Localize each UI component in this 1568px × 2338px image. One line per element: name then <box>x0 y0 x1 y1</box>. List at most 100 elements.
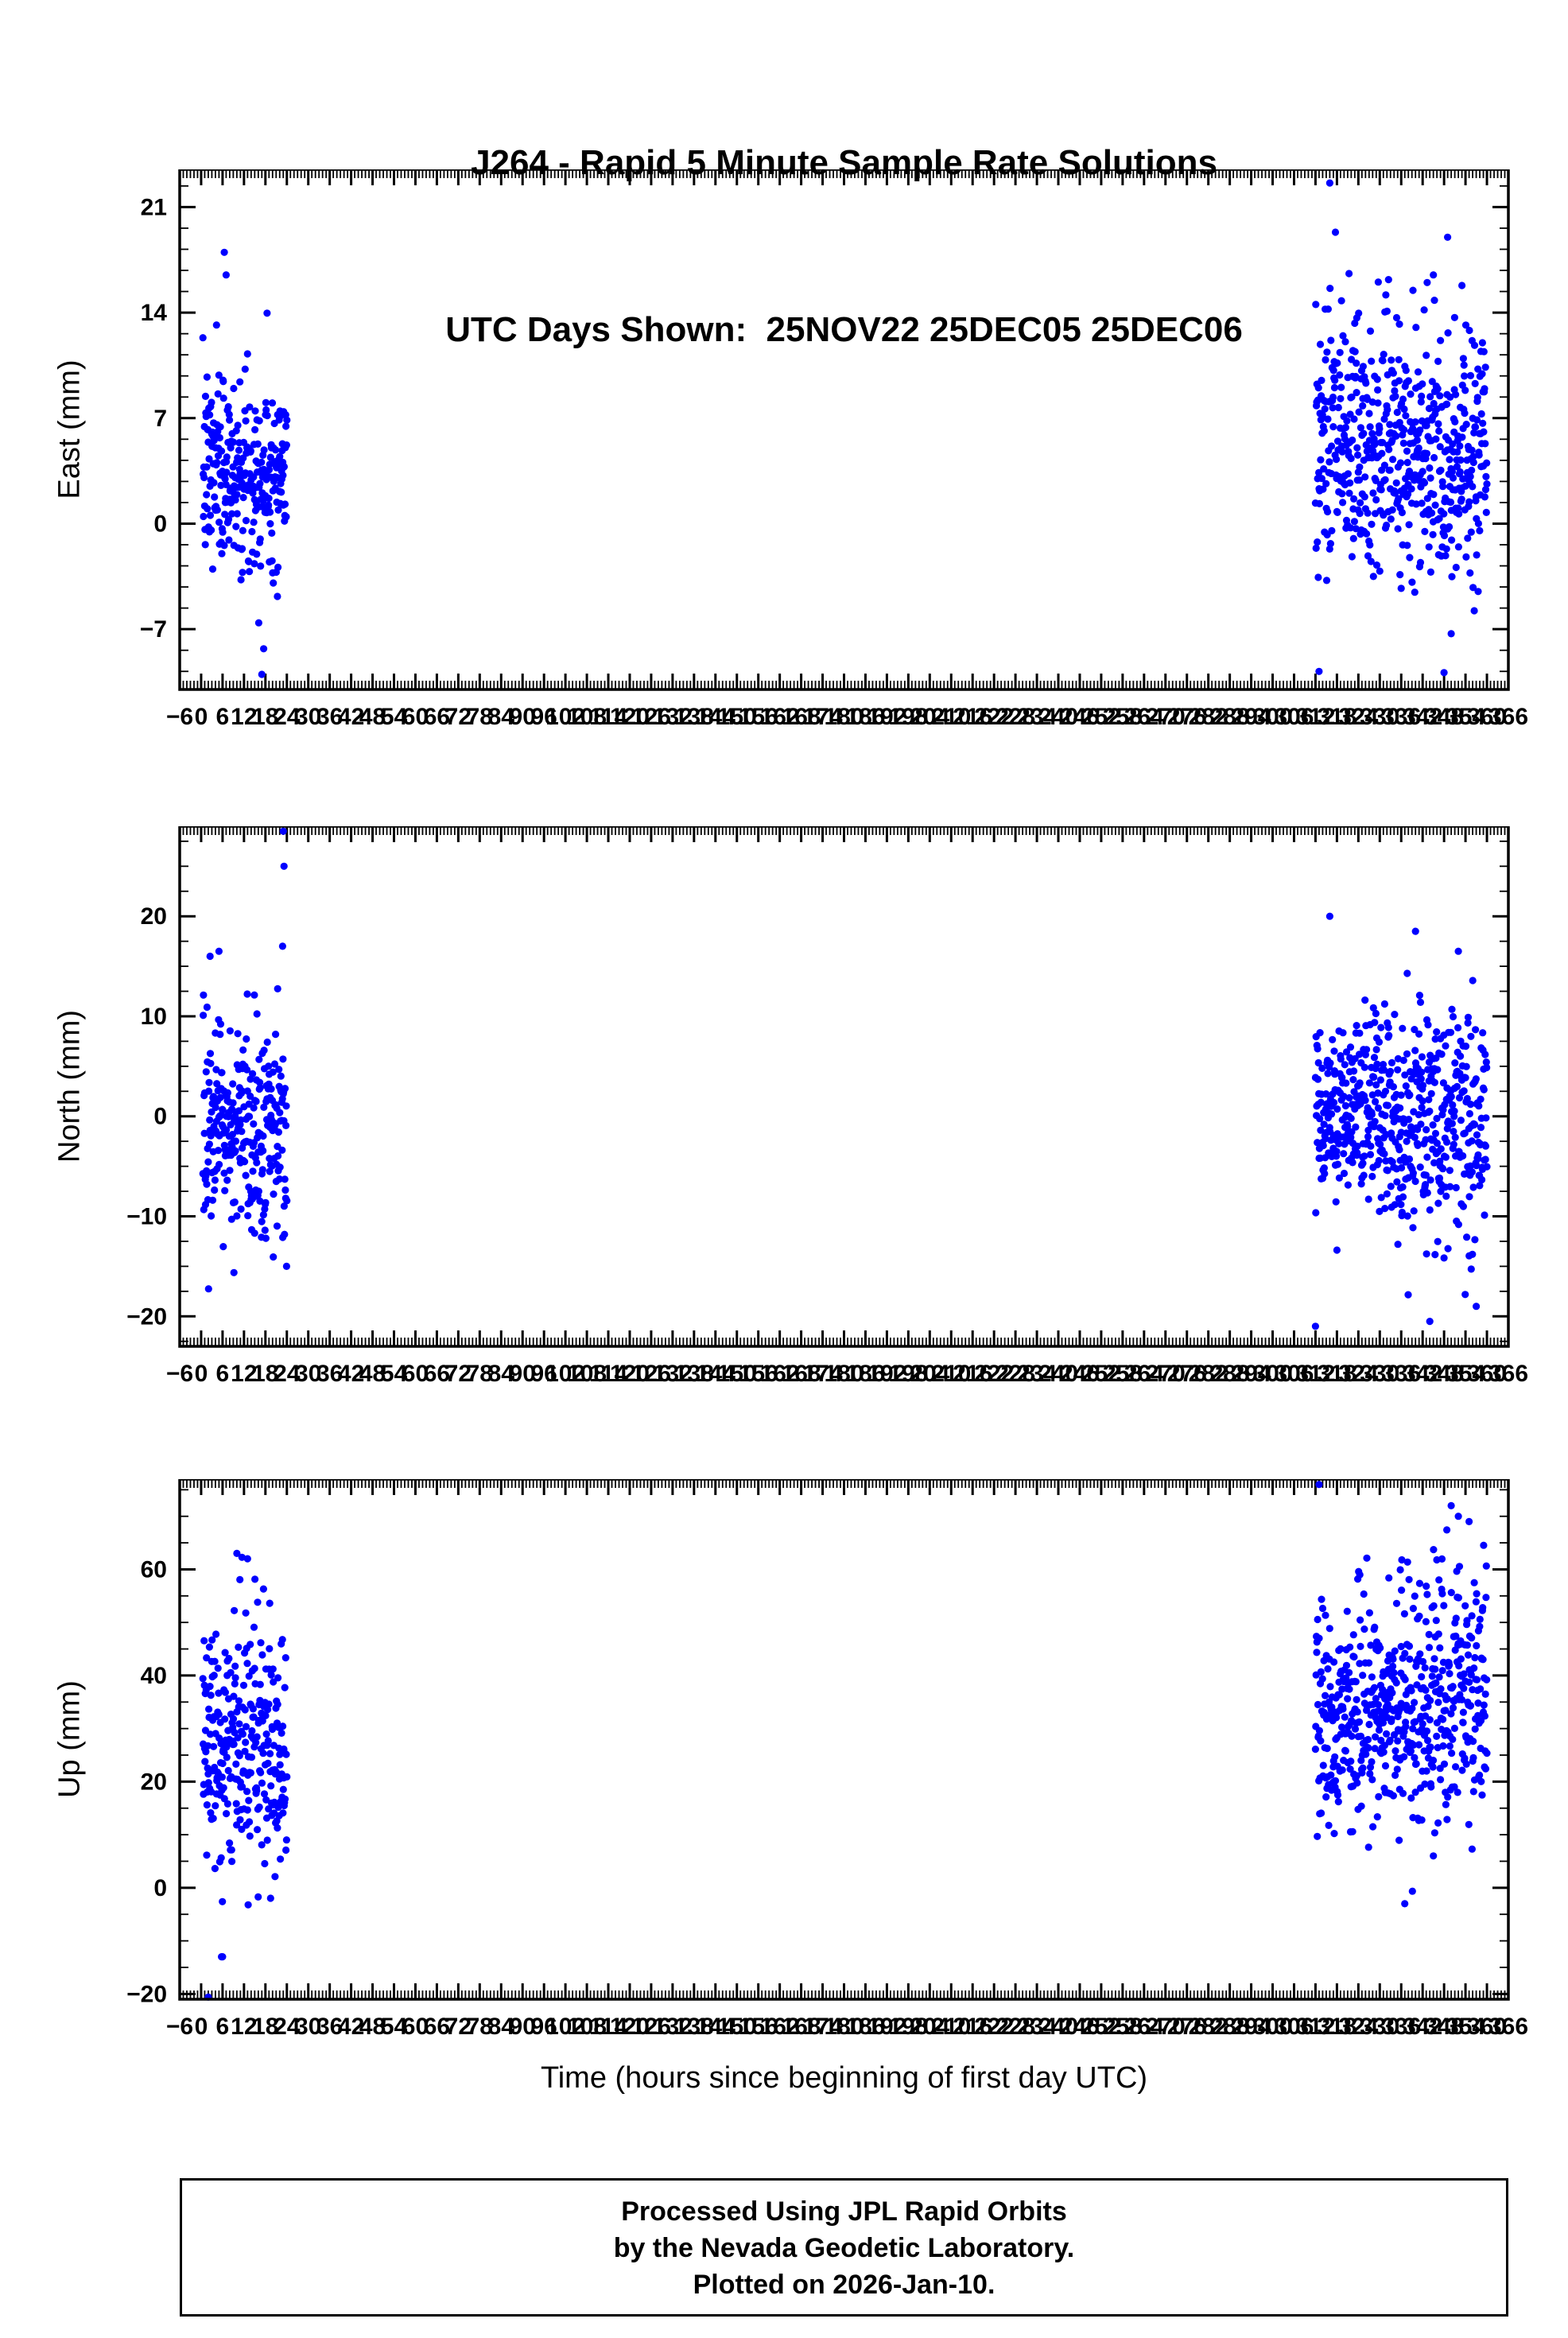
svg-text:30: 30 <box>295 1361 321 1387</box>
svg-text:216: 216 <box>953 2014 992 2040</box>
svg-text:192: 192 <box>867 1361 906 1387</box>
svg-text:138: 138 <box>674 2014 714 2040</box>
svg-text:270: 270 <box>1146 2014 1186 2040</box>
up-scatter-panel: −6 0 6 121824303642485460667278849096102108… <box>126 1479 1528 2040</box>
svg-text:366: 366 <box>1488 1361 1528 1387</box>
svg-text:108: 108 <box>567 1361 607 1387</box>
axis-ticks <box>178 169 1510 689</box>
x-axis-label: Time (hours since beginning of first day… <box>540 2061 1148 2095</box>
svg-text:30: 30 <box>295 704 321 730</box>
svg-text:228: 228 <box>996 704 1035 730</box>
svg-text:126: 126 <box>631 704 671 730</box>
svg-text:336: 336 <box>1381 2014 1421 2040</box>
svg-text:342: 342 <box>1403 2014 1442 2040</box>
svg-text:78: 78 <box>467 704 493 730</box>
svg-text:24: 24 <box>274 1361 301 1387</box>
svg-text:6: 6 <box>216 1361 230 1387</box>
svg-text:138: 138 <box>674 1361 714 1387</box>
svg-text:120: 120 <box>610 1361 650 1387</box>
svg-text:252: 252 <box>1081 704 1121 730</box>
svg-text:318: 318 <box>1317 704 1356 730</box>
svg-text:324: 324 <box>1338 1361 1378 1387</box>
svg-text:234: 234 <box>1017 1361 1057 1387</box>
svg-text:174: 174 <box>803 704 843 730</box>
svg-text:186: 186 <box>845 704 885 730</box>
footer-line1: Processed Using JPL Rapid Orbits <box>621 2196 1067 2227</box>
svg-text:294: 294 <box>1232 704 1271 730</box>
svg-text:66: 66 <box>424 1361 450 1387</box>
svg-text:336: 336 <box>1381 704 1421 730</box>
svg-text:300: 300 <box>1253 704 1293 730</box>
scatter-points <box>199 827 1491 1330</box>
svg-text:276: 276 <box>1167 1361 1207 1387</box>
svg-text:240: 240 <box>1038 1361 1078 1387</box>
svg-text:180: 180 <box>824 704 864 730</box>
svg-text:156: 156 <box>739 1361 778 1387</box>
svg-text:186: 186 <box>845 1361 885 1387</box>
svg-text:78: 78 <box>467 1361 493 1387</box>
svg-text:222: 222 <box>974 2014 1014 2040</box>
svg-text:72: 72 <box>445 1361 472 1387</box>
svg-text:102: 102 <box>545 2014 585 2040</box>
svg-text:132: 132 <box>653 704 693 730</box>
svg-text:18: 18 <box>252 1361 278 1387</box>
svg-text:324: 324 <box>1338 2014 1378 2040</box>
svg-text:78: 78 <box>467 2014 493 2040</box>
svg-text:192: 192 <box>867 704 906 730</box>
svg-text:330: 330 <box>1360 2014 1399 2040</box>
svg-text:198: 198 <box>888 1361 928 1387</box>
svg-text:282: 282 <box>1189 704 1228 730</box>
svg-text:0: 0 <box>195 704 208 730</box>
svg-text:312: 312 <box>1295 2014 1335 2040</box>
svg-text:210: 210 <box>931 1361 971 1387</box>
svg-text:66: 66 <box>424 704 450 730</box>
svg-text:354: 354 <box>1446 1361 1485 1387</box>
svg-text:312: 312 <box>1295 1361 1335 1387</box>
svg-text:330: 330 <box>1360 1361 1399 1387</box>
svg-text:54: 54 <box>381 2014 408 2040</box>
svg-text:−6: −6 <box>166 704 193 730</box>
svg-text:204: 204 <box>910 1361 949 1387</box>
svg-text:96: 96 <box>530 1361 557 1387</box>
svg-text:72: 72 <box>445 704 472 730</box>
svg-text:228: 228 <box>996 1361 1035 1387</box>
svg-text:264: 264 <box>1124 1361 1164 1387</box>
svg-text:126: 126 <box>631 2014 671 2040</box>
svg-text:144: 144 <box>696 704 735 730</box>
svg-text:252: 252 <box>1081 1361 1121 1387</box>
svg-text:0: 0 <box>153 1875 167 1901</box>
svg-text:12: 12 <box>231 2014 257 2040</box>
svg-text:14: 14 <box>141 300 168 326</box>
svg-text:−20: −20 <box>126 1981 167 2007</box>
svg-text:20: 20 <box>141 903 167 930</box>
svg-text:186: 186 <box>845 2014 885 2040</box>
svg-text:−6: −6 <box>166 1361 193 1387</box>
svg-text:318: 318 <box>1317 1361 1356 1387</box>
tick-labels: −6 0 6 121824303642485460667278849096102108… <box>140 194 1528 730</box>
svg-text:174: 174 <box>803 1361 843 1387</box>
svg-text:216: 216 <box>953 1361 992 1387</box>
svg-text:162: 162 <box>760 704 800 730</box>
svg-text:−6: −6 <box>166 2014 193 2040</box>
svg-text:0: 0 <box>153 511 167 537</box>
svg-text:6: 6 <box>216 2014 230 2040</box>
svg-text:216: 216 <box>953 704 992 730</box>
plot-frame <box>178 826 1510 1348</box>
svg-text:48: 48 <box>359 1361 386 1387</box>
svg-text:258: 258 <box>1103 704 1143 730</box>
svg-text:258: 258 <box>1103 2014 1143 2040</box>
svg-text:234: 234 <box>1017 704 1057 730</box>
svg-text:354: 354 <box>1446 704 1485 730</box>
svg-text:54: 54 <box>381 704 408 730</box>
svg-text:108: 108 <box>567 704 607 730</box>
svg-text:366: 366 <box>1488 2014 1528 2040</box>
svg-text:222: 222 <box>974 1361 1014 1387</box>
svg-text:60: 60 <box>141 1556 167 1583</box>
svg-text:150: 150 <box>717 2014 757 2040</box>
svg-text:294: 294 <box>1232 1361 1271 1387</box>
tick-labels: −6 0 6 121824303642485460667278849096102108… <box>126 1556 1528 2040</box>
footer-line2: by the Nevada Geodetic Laboratory. <box>613 2233 1075 2263</box>
svg-text:360: 360 <box>1467 2014 1507 2040</box>
svg-text:−10: −10 <box>126 1204 167 1230</box>
svg-text:210: 210 <box>931 704 971 730</box>
